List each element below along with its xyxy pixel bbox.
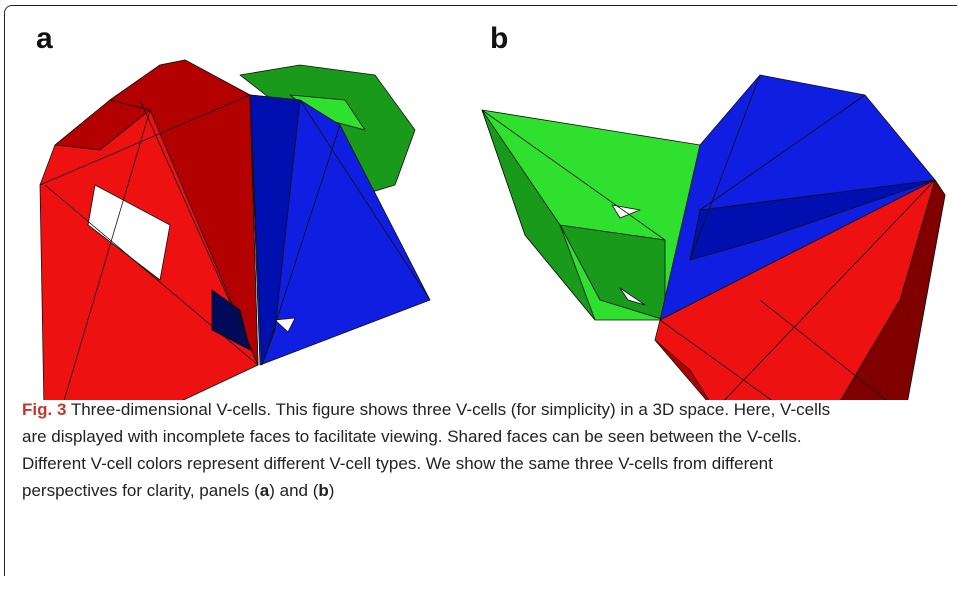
caption-line: Fig. 3 Three-dimensional V-cells. This f… (22, 400, 830, 420)
caption-text: Three-dimensional V-cells. This figure s… (71, 400, 830, 419)
panel-label: a (36, 22, 53, 56)
panel-ref: b (318, 481, 328, 500)
caption-label: Fig. 3 (22, 400, 66, 419)
figure-graphics (0, 0, 957, 400)
caption-text: ) (329, 481, 335, 500)
caption-line: Different V-cell colors represent differ… (22, 454, 773, 474)
caption-line: perspectives for clarity, panels (a) and… (22, 481, 334, 501)
panel-label: b (490, 22, 508, 56)
caption-text: ) and ( (269, 481, 318, 500)
figure-page: a b Fig. 3 Three-dimensional V-cells. Th… (0, 0, 957, 593)
caption-text: perspectives for clarity, panels ( (22, 481, 260, 500)
panel-ref: a (260, 481, 269, 500)
caption-line: are displayed with incomplete faces to f… (22, 427, 802, 447)
